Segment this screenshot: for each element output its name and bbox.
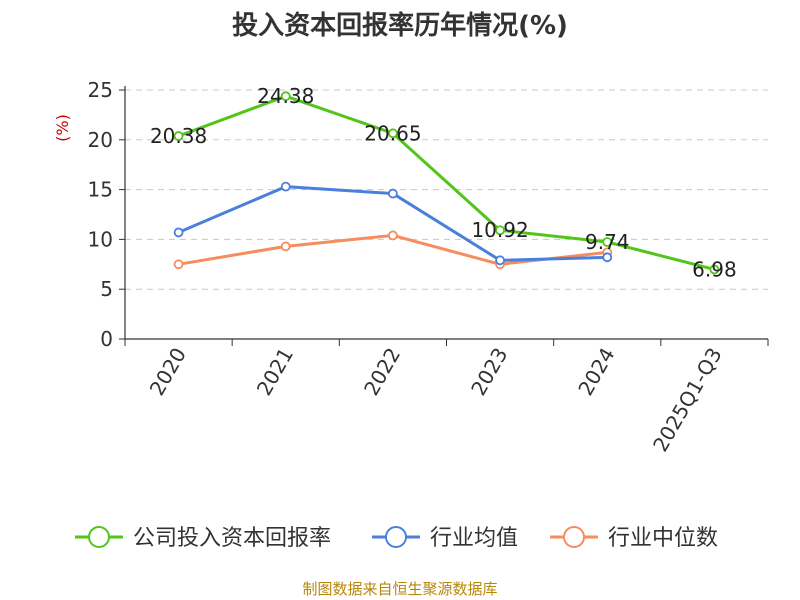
series-layer (173, 91, 720, 275)
data-point (602, 237, 613, 247)
data-label: 9.74 (585, 230, 630, 254)
x-tick-label: 2025Q1-Q3 (648, 344, 727, 456)
data-point (709, 264, 720, 275)
x-tick-labels: 2020 2021 2022 2023 2024 2025Q1-Q3 (145, 344, 727, 456)
y-tick-label: 20 (88, 128, 113, 152)
data-point (388, 188, 398, 199)
legend-swatch-marker (385, 526, 407, 548)
legend: 公司投入资本回报率 行业均值 行业中位数 (75, 526, 718, 551)
legend-label: 行业均值 (430, 526, 518, 551)
chart-title: 投入资本回报率历年情况(%) (232, 10, 568, 41)
data-point (602, 252, 613, 263)
x-tick-label: 2020 (145, 344, 191, 400)
source-note: 制图数据来自恒生聚源数据库 (302, 580, 497, 598)
y-tick-label: 25 (88, 78, 113, 102)
data-point (388, 128, 398, 139)
legend-swatch-marker (563, 526, 585, 548)
data-point (280, 181, 291, 192)
x-tick-label: 2023 (466, 344, 512, 400)
y-tick-label: 0 (100, 327, 113, 351)
data-labels: 20.38 24.38 20.65 10.92 9.74 6.98 (150, 84, 737, 281)
data-point (173, 227, 184, 238)
data-point (495, 225, 505, 236)
grid-lines (125, 89, 768, 290)
data-label: 20.38 (150, 124, 207, 148)
axes (119, 86, 769, 346)
x-tick-label: 2021 (252, 344, 298, 400)
legend-label: 行业中位数 (608, 526, 718, 551)
legend-label: 公司投入资本回报率 (133, 526, 331, 551)
y-tick-label: 10 (88, 227, 113, 251)
data-label: 24.38 (257, 84, 314, 108)
data-label: 6.98 (692, 257, 737, 281)
data-point (173, 259, 184, 270)
data-label: 10.92 (471, 218, 528, 242)
series-line-0 (178, 94, 715, 271)
x-tick-label: 2022 (359, 344, 405, 400)
y-tick-label: 5 (100, 277, 113, 301)
data-label: 20.65 (364, 121, 421, 145)
data-point (280, 91, 291, 102)
y-axis-unit: (%) (53, 114, 72, 142)
data-point (388, 230, 398, 241)
x-tick-label: 2024 (573, 344, 619, 400)
y-tick-label: 15 (88, 178, 113, 202)
data-point (280, 241, 291, 252)
y-tick-labels: 0 5 10 15 20 25 (88, 78, 113, 351)
data-point (173, 131, 184, 141)
data-point (495, 255, 505, 266)
legend-swatch-marker (88, 526, 110, 548)
